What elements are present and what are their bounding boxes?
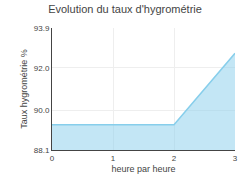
svg-text:90.0: 90.0 [34,106,50,115]
svg-text:88.1: 88.1 [34,146,50,155]
svg-text:0: 0 [50,154,55,163]
svg-text:Evolution du taux d'hygrométri: Evolution du taux d'hygrométrie [48,3,202,15]
svg-text:3: 3 [233,154,238,163]
svg-text:92.0: 92.0 [34,64,50,73]
svg-text:Taux hygrométrie %: Taux hygrométrie % [19,49,29,129]
svg-text:1: 1 [111,154,116,163]
svg-text:93.9: 93.9 [34,24,50,33]
svg-text:heure par heure: heure par heure [111,164,175,174]
svg-text:2: 2 [172,154,177,163]
